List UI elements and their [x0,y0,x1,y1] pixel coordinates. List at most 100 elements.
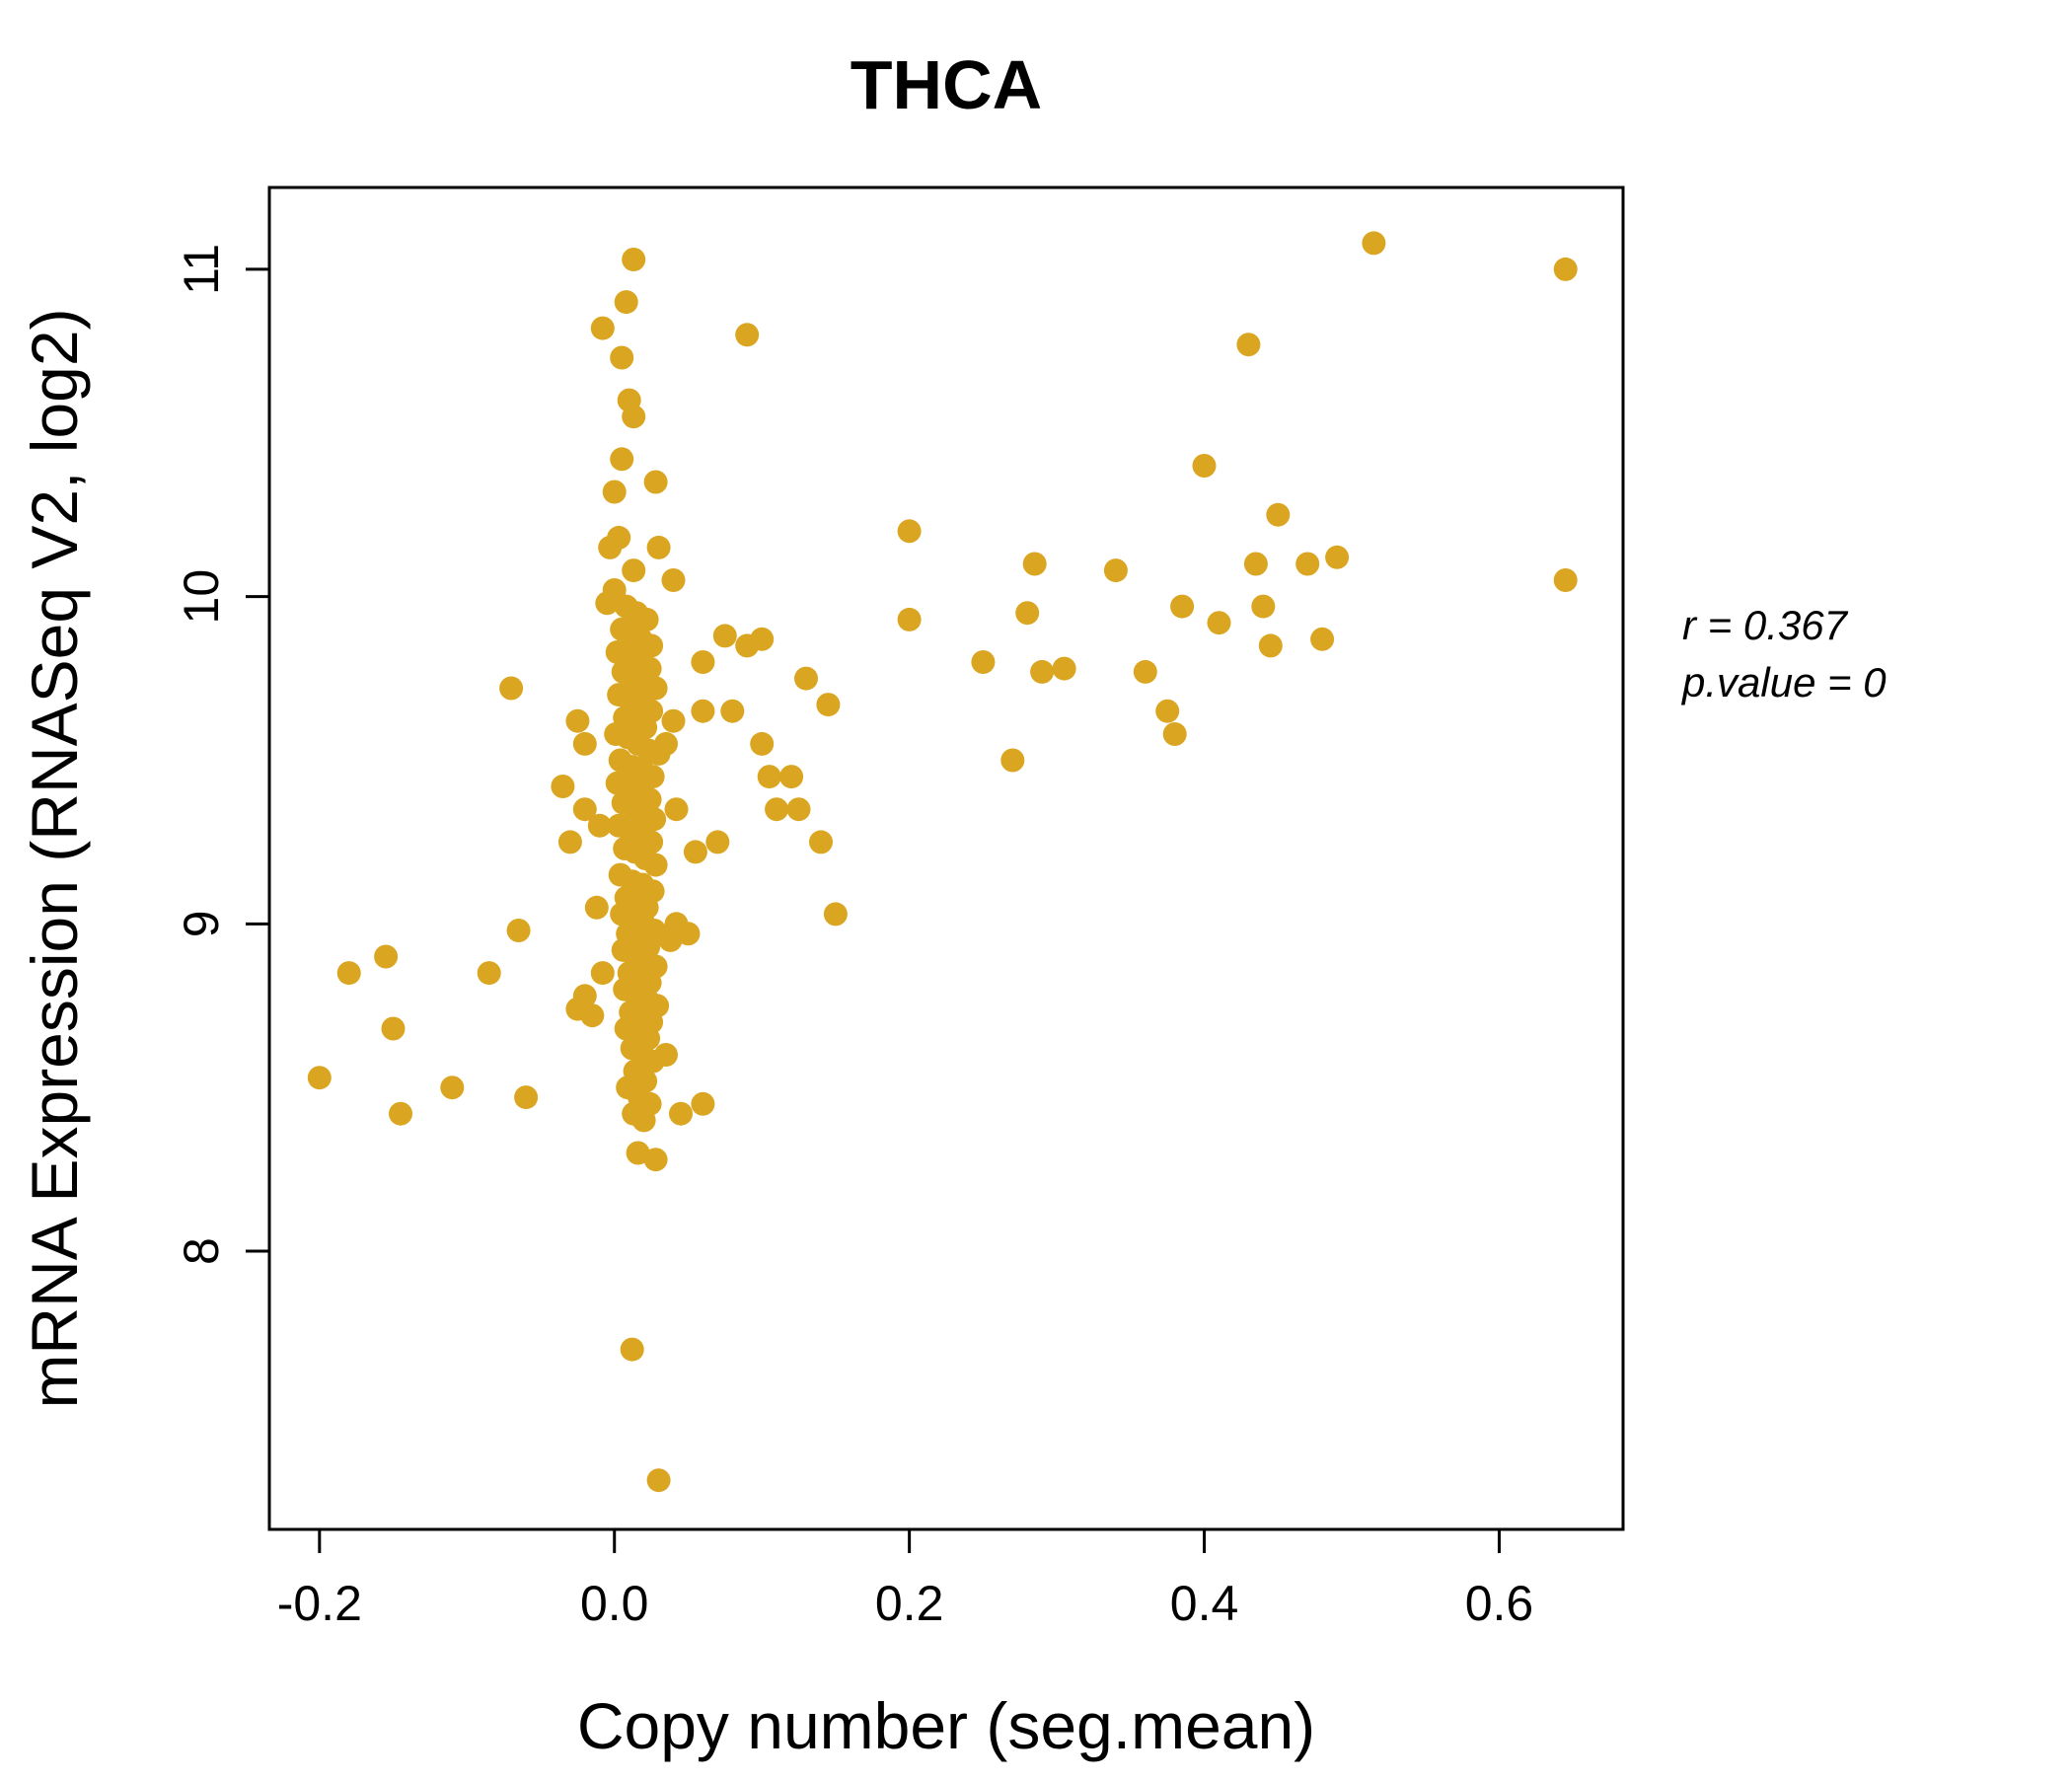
data-point [642,807,667,832]
data-point [1236,333,1261,357]
annotation-p-value: p.value = 0 [1680,659,1887,705]
data-point [477,961,501,986]
plot-border [267,186,1625,1531]
data-point [1207,611,1231,635]
data-point [565,708,590,733]
chart-title: THCA [851,46,1042,123]
data-point [646,1468,671,1493]
x-tick-label: -0.2 [277,1576,362,1631]
data-point [602,480,627,504]
data-point [587,813,612,838]
data-point [639,633,664,658]
x-tick-label: 0.2 [875,1576,944,1631]
data-point [643,676,668,701]
data-point [389,1101,412,1126]
data-point [691,699,715,723]
data-point [1553,257,1578,281]
data-point [640,765,665,789]
data-point [1325,545,1350,569]
data-point [1170,594,1195,619]
data-point [1192,454,1217,478]
y-tick-label: 9 [174,910,229,937]
data-point [610,447,634,472]
data-point [590,961,615,986]
data-point [374,944,399,969]
data-point [705,830,730,854]
data-point [634,607,659,631]
data-point [661,708,686,733]
data-point [971,650,996,674]
data-point [1000,748,1025,773]
data-point [614,290,638,315]
data-point [622,405,646,429]
data-point [643,470,668,494]
data-point [750,627,775,651]
data-point [1266,502,1291,527]
data-point [626,1141,650,1165]
data-point [897,607,922,631]
y-tick-label: 10 [174,569,229,625]
data-point [1258,633,1283,658]
data-point [661,568,686,592]
data-point [1162,722,1187,746]
data-point [506,919,531,942]
data-point [779,765,804,789]
data-point [1103,558,1128,583]
data-point [1030,659,1055,684]
data-point [1133,659,1157,684]
data-point [499,676,524,701]
data-point [683,840,707,864]
x-tick-label: 0.0 [580,1576,649,1631]
annotation-r-value: r = 0.367 [1682,602,1849,648]
data-point [669,1101,693,1126]
y-tick-label: 11 [174,244,229,295]
x-tick-label: 0.6 [1465,1576,1534,1631]
data-point [676,922,701,946]
data-point [735,323,760,347]
data-point [757,765,781,789]
data-point [631,1108,656,1133]
data-point [646,535,671,559]
data-point [691,650,715,674]
data-point [572,731,597,756]
data-point [1243,552,1268,576]
data-point [1295,552,1320,576]
data-point [654,1043,678,1067]
data-point [440,1076,465,1100]
data-point [590,316,615,340]
data-point [823,902,848,927]
data-point [584,895,609,920]
data-point [816,693,841,717]
data-point [336,961,361,986]
data-point [786,797,811,822]
y-axis-label: mRNA Expression (RNASeq V2, log2) [18,308,91,1408]
data-point [720,699,745,723]
x-axis-label: Copy number (seg.mean) [577,1689,1315,1762]
data-point [1251,594,1276,619]
data-point [622,558,646,583]
data-point [750,731,775,756]
data-point [654,731,678,756]
data-point [765,797,789,822]
data-point [551,775,575,798]
data-point [572,797,597,822]
data-point [1052,656,1076,681]
y-tick-label: 8 [174,1237,229,1265]
data-point [1310,627,1335,651]
data-point [1362,231,1386,256]
data-point [809,830,833,854]
data-point [557,830,582,854]
data-point [620,1337,644,1362]
data-point [794,666,818,691]
data-point [514,1085,539,1110]
data-point [643,853,668,877]
points-layer [307,231,1578,1493]
data-point [664,797,689,822]
data-point [1022,552,1047,576]
data-point [1015,601,1040,626]
data-point [643,1148,668,1172]
data-point [595,591,620,616]
data-point [610,345,634,370]
data-point [622,248,646,271]
